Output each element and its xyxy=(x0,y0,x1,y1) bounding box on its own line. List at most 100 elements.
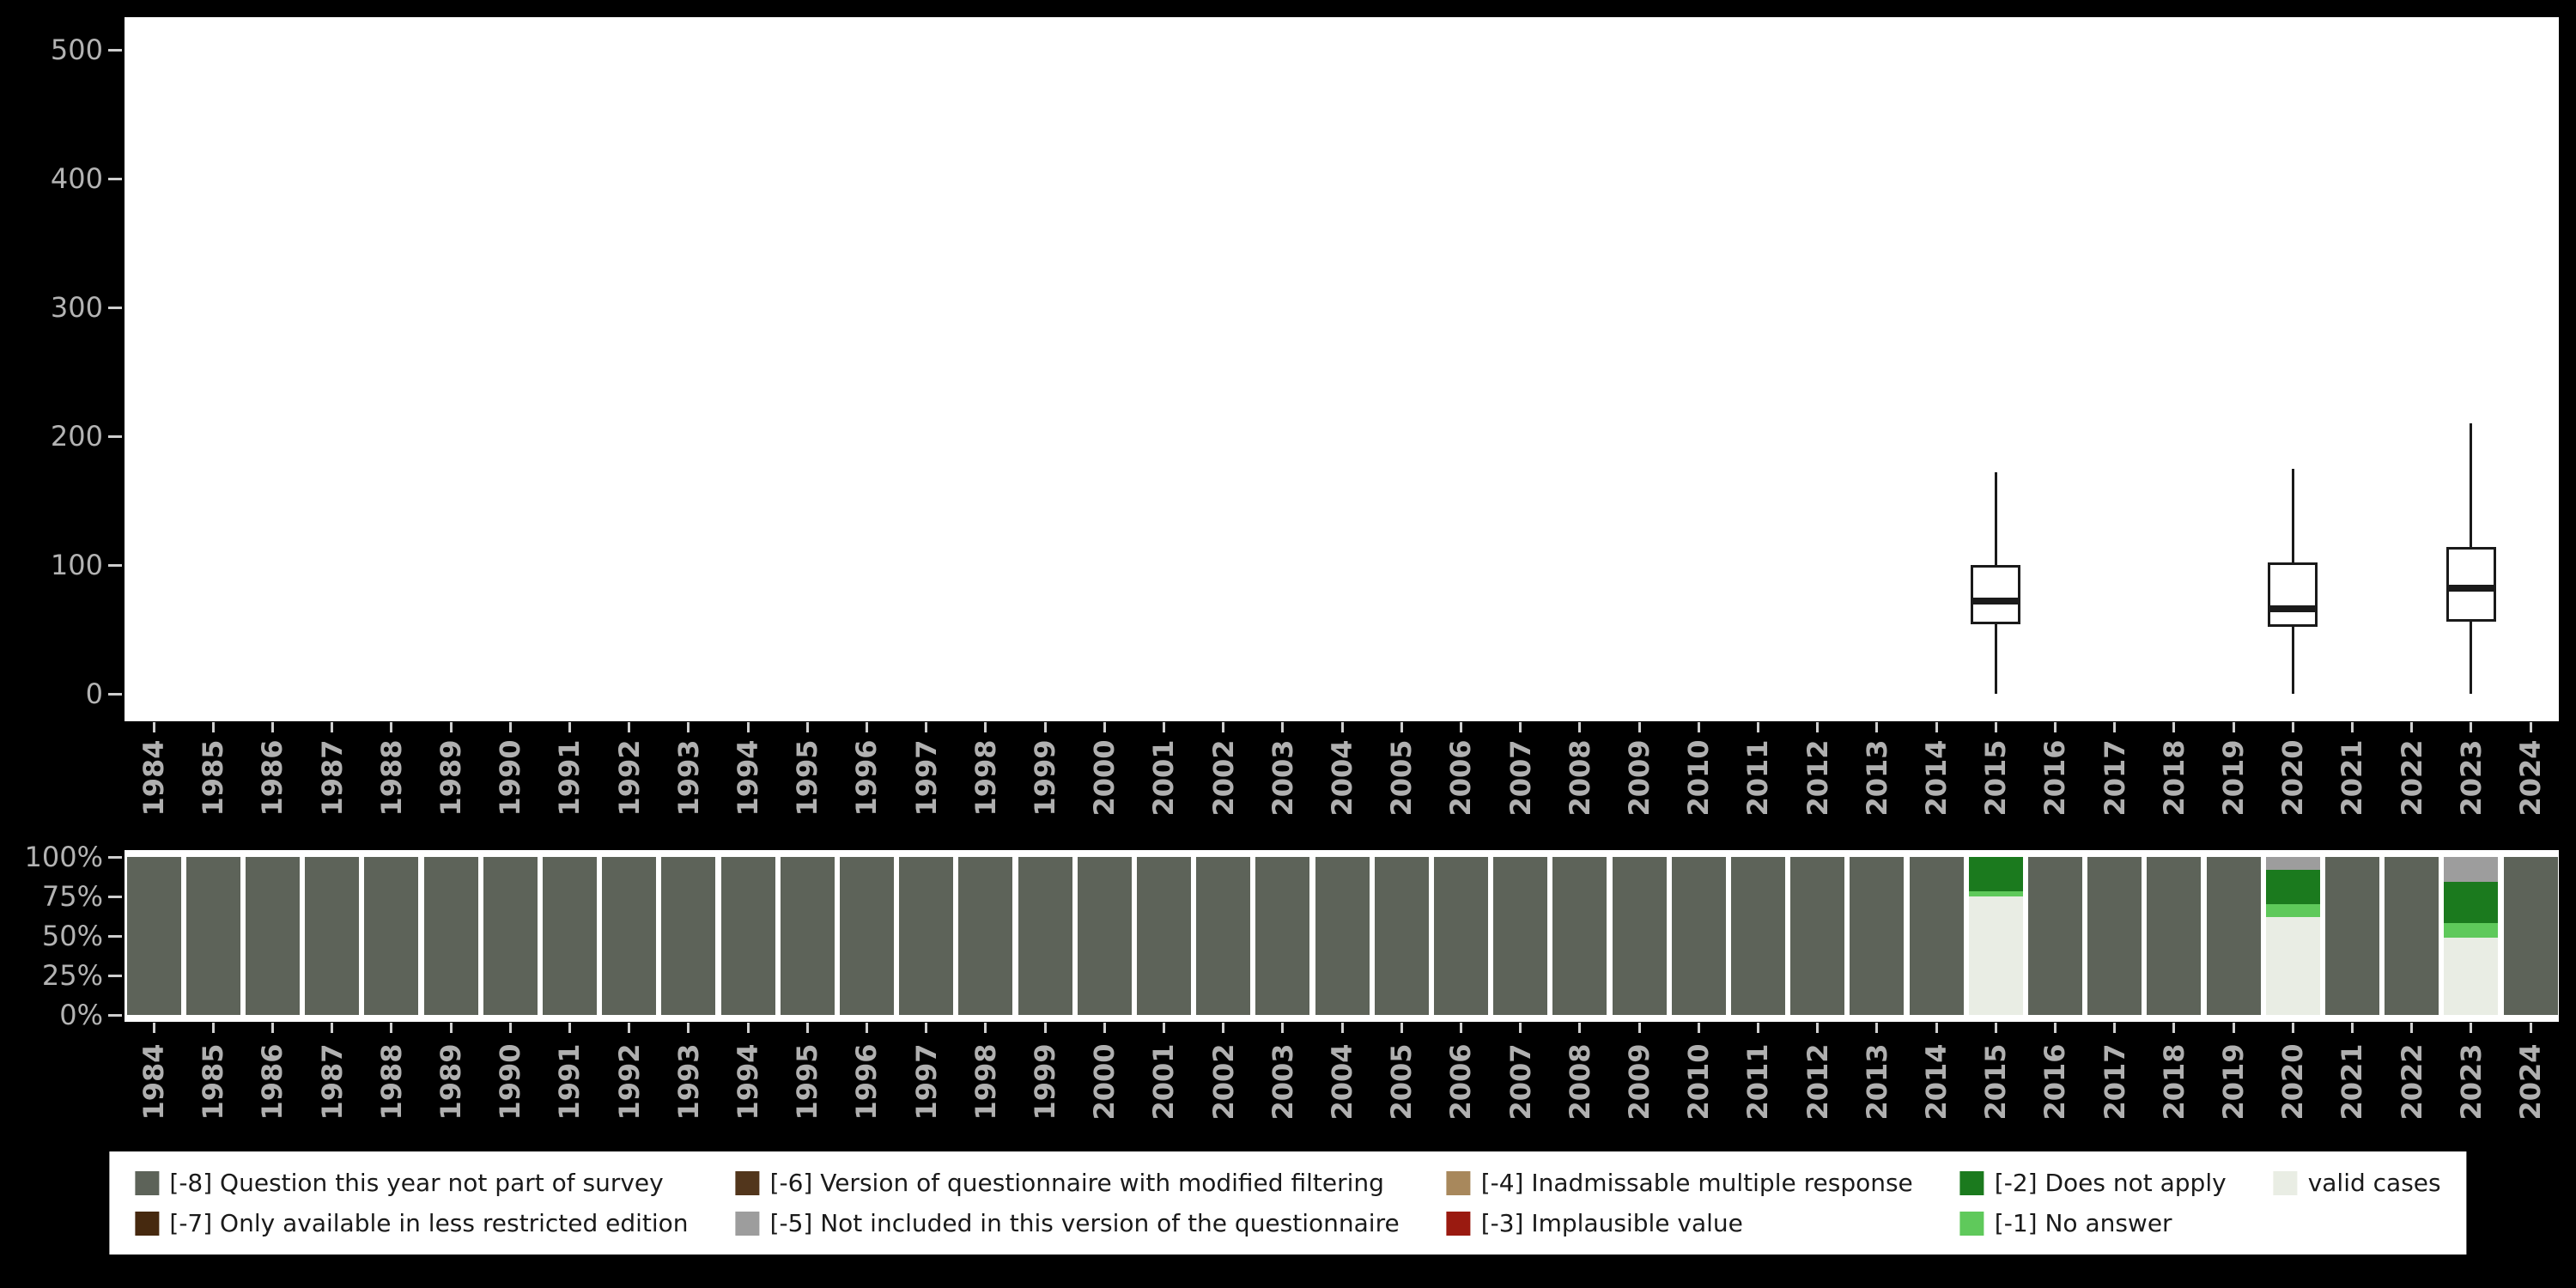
x-tick-mark xyxy=(152,1023,155,1033)
x-tick-mark xyxy=(805,722,809,732)
x-tick-label: 2023 xyxy=(2454,739,2488,817)
x-tick-mark xyxy=(568,1023,571,1033)
x-tick-mark xyxy=(1103,1023,1106,1033)
x-tick-mark xyxy=(2172,722,2176,732)
x-tick-mark xyxy=(746,1023,750,1033)
bar-segment-missing_8 xyxy=(1255,857,1310,1015)
bar-segment-missing_8 xyxy=(2147,857,2202,1015)
x-tick-label: 1992 xyxy=(612,739,646,817)
x-tick-label: 2008 xyxy=(1563,1043,1596,1121)
bar-segment-missing_8 xyxy=(1850,857,1905,1015)
x-tick-mark xyxy=(1578,1023,1582,1033)
x-tick-mark xyxy=(1816,722,1820,732)
x-tick-mark xyxy=(1756,722,1759,732)
x-tick-label: 1989 xyxy=(434,739,467,817)
x-tick-label: 2001 xyxy=(1147,1043,1181,1121)
x-tick-label: 2008 xyxy=(1563,739,1596,817)
x-tick-label: 2007 xyxy=(1504,1043,1537,1121)
x-tick-label: 2004 xyxy=(1326,739,1358,817)
x-tick-mark xyxy=(152,722,155,732)
legend-label: [-4] Inadmissable multiple response xyxy=(1480,1169,1913,1197)
missing_2-swatch xyxy=(1959,1170,1984,1195)
percent-tick-label: 100% xyxy=(24,841,103,873)
missing_4-swatch xyxy=(1446,1170,1471,1195)
x-tick-label: 2020 xyxy=(2276,739,2310,817)
bar-segment-missing_8 xyxy=(2503,857,2558,1015)
legend-item: [-1] No answer xyxy=(1959,1209,2227,1237)
x-tick-label: 2021 xyxy=(2336,739,2369,817)
x-tick-label: 2019 xyxy=(2217,1043,2250,1121)
x-tick-mark xyxy=(687,1023,690,1033)
legend-item: [-4] Inadmissable multiple response xyxy=(1446,1169,1913,1197)
x-tick-label: 1991 xyxy=(553,1043,586,1121)
x-tick-label: 1989 xyxy=(434,1043,467,1121)
x-tick-label: 2000 xyxy=(1088,739,1121,817)
bar-segment-missing_8 xyxy=(1909,857,1964,1015)
x-tick-mark xyxy=(1875,722,1879,732)
bar-segment-missing_8 xyxy=(1136,857,1191,1015)
x-tick-label: 2016 xyxy=(2038,739,2072,817)
legend-label: [-2] Does not apply xyxy=(1994,1169,2227,1197)
missing_5-swatch xyxy=(735,1211,760,1236)
x-tick-label: 1993 xyxy=(671,739,705,817)
x-tick-label: 1996 xyxy=(850,739,884,817)
x-tick-label: 1993 xyxy=(671,1043,705,1121)
x-tick-label: 2015 xyxy=(1979,1043,2013,1121)
x-tick-label: 2003 xyxy=(1266,1043,1299,1121)
bar-segment-missing_8 xyxy=(1552,857,1607,1015)
x-tick-mark xyxy=(211,1023,215,1033)
percent-tick-mark xyxy=(108,895,122,898)
x-tick-mark xyxy=(1994,1023,1997,1033)
x-tick-label: 1995 xyxy=(791,1043,824,1121)
percent-tick-label: 50% xyxy=(41,920,103,952)
x-tick-label: 1987 xyxy=(315,1043,349,1121)
legend-item: [-8] Question this year not part of surv… xyxy=(135,1169,688,1197)
x-tick-mark xyxy=(1281,1023,1285,1033)
x-tick-label: 1997 xyxy=(909,1043,943,1121)
x-tick-mark xyxy=(1459,722,1462,732)
x-tick-mark xyxy=(1281,722,1285,732)
x-tick-label: 2007 xyxy=(1504,739,1537,817)
boxplot-panel xyxy=(125,17,2559,721)
y-tick-label: 0 xyxy=(85,677,103,710)
x-tick-label: 2024 xyxy=(2514,1043,2547,1121)
x-tick-label: 1987 xyxy=(315,739,349,817)
bar-segment-missing_8 xyxy=(2206,857,2261,1015)
x-tick-mark xyxy=(1222,722,1225,732)
x-tick-label: 2012 xyxy=(1801,739,1834,817)
x-tick-mark xyxy=(2291,722,2294,732)
x-tick-label: 1984 xyxy=(137,739,170,817)
boxplot-median xyxy=(2268,605,2318,612)
y-tick-mark xyxy=(108,563,122,567)
x-tick-mark xyxy=(1637,722,1641,732)
bar-segment-missing_8 xyxy=(364,857,419,1015)
bar-segment-missing_8 xyxy=(185,857,240,1015)
x-tick-mark xyxy=(2350,1023,2354,1033)
x-tick-label: 2017 xyxy=(2098,739,2131,817)
x-tick-label: 1988 xyxy=(374,1043,408,1121)
x-tick-label: 1998 xyxy=(969,1043,1002,1121)
bar-segment-missing_8 xyxy=(720,857,775,1015)
x-tick-mark xyxy=(2410,1023,2414,1033)
x-tick-mark xyxy=(1578,722,1582,732)
bar-segment-missing_8 xyxy=(1374,857,1429,1015)
y-tick-label: 300 xyxy=(50,291,103,324)
legend-label: [-1] No answer xyxy=(1994,1209,2172,1237)
legend-item: valid cases xyxy=(2273,1169,2441,1197)
missing_3-swatch xyxy=(1446,1211,1471,1236)
legend-label: [-6] Version of questionnaire with modif… xyxy=(769,1169,1384,1197)
y-tick-label: 200 xyxy=(50,420,103,453)
bar-segment-missing_8 xyxy=(2324,857,2379,1015)
x-tick-mark xyxy=(2470,1023,2473,1033)
x-tick-label: 2013 xyxy=(1860,1043,1893,1121)
x-tick-label: 2000 xyxy=(1088,1043,1121,1121)
x-tick-mark xyxy=(1756,1023,1759,1033)
y-tick-mark xyxy=(108,434,122,438)
boxplot-box xyxy=(2445,547,2496,622)
x-tick-mark xyxy=(2529,1023,2532,1033)
bar-segment-missing_2 xyxy=(2444,882,2499,924)
legend-label: [-3] Implausible value xyxy=(1480,1209,1743,1237)
x-tick-mark xyxy=(1162,722,1165,732)
x-tick-label: 2004 xyxy=(1326,1043,1358,1121)
x-tick-mark xyxy=(2350,722,2354,732)
